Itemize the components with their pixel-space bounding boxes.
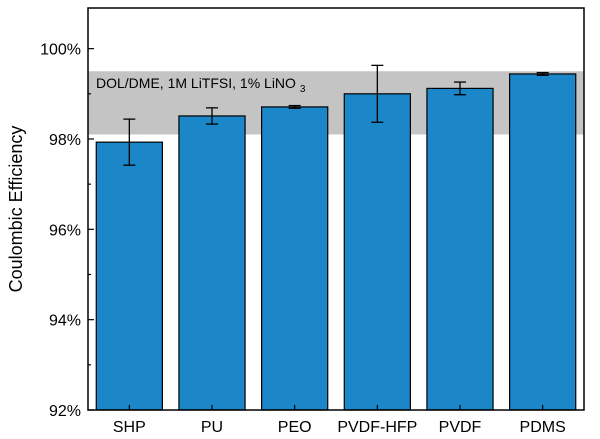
bar-peo xyxy=(261,106,329,411)
bar-pvdf-hfp xyxy=(343,93,411,411)
x-tick-label-shp: SHP xyxy=(113,419,146,436)
y-tick-label: 100% xyxy=(40,42,81,59)
bar-shp xyxy=(95,141,164,411)
reference-band xyxy=(88,71,584,135)
x-tick-label-pvdf-hfp: PVDF-HFP xyxy=(337,419,417,436)
x-tick-label-pu: PU xyxy=(201,419,223,436)
y-axis-title: Coulombic Efficiency xyxy=(6,126,26,293)
plot-frame xyxy=(87,7,585,411)
bars-group xyxy=(95,73,577,411)
y-tick-label: 98% xyxy=(49,132,81,149)
band-label-main: DOL/DME, 1M LiTFSI, 1% LiNO xyxy=(96,75,296,91)
x-tick-label-pvdf: PVDF xyxy=(439,419,482,436)
bar-pvdf xyxy=(426,87,494,411)
x-axis-ticks: SHP PU PEO PVDF-HFP PVDF PDMS xyxy=(113,405,566,436)
error-bars-group xyxy=(123,64,549,166)
y-tick-label: 92% xyxy=(49,403,81,420)
y-axis-ticks: 92% 94% 96% 98% 100% xyxy=(40,42,94,420)
band-label-subscript: 3 xyxy=(300,84,306,95)
bar-pu xyxy=(178,115,246,411)
x-tick-label-pdms: PDMS xyxy=(520,419,566,436)
y-tick-label: 94% xyxy=(49,313,81,330)
bar-pdms xyxy=(509,73,577,411)
y-tick-label: 96% xyxy=(49,222,81,239)
x-tick-label-peo: PEO xyxy=(278,419,312,436)
reference-band-label: DOL/DME, 1M LiTFSI, 1% LiNO 3 xyxy=(96,75,306,95)
